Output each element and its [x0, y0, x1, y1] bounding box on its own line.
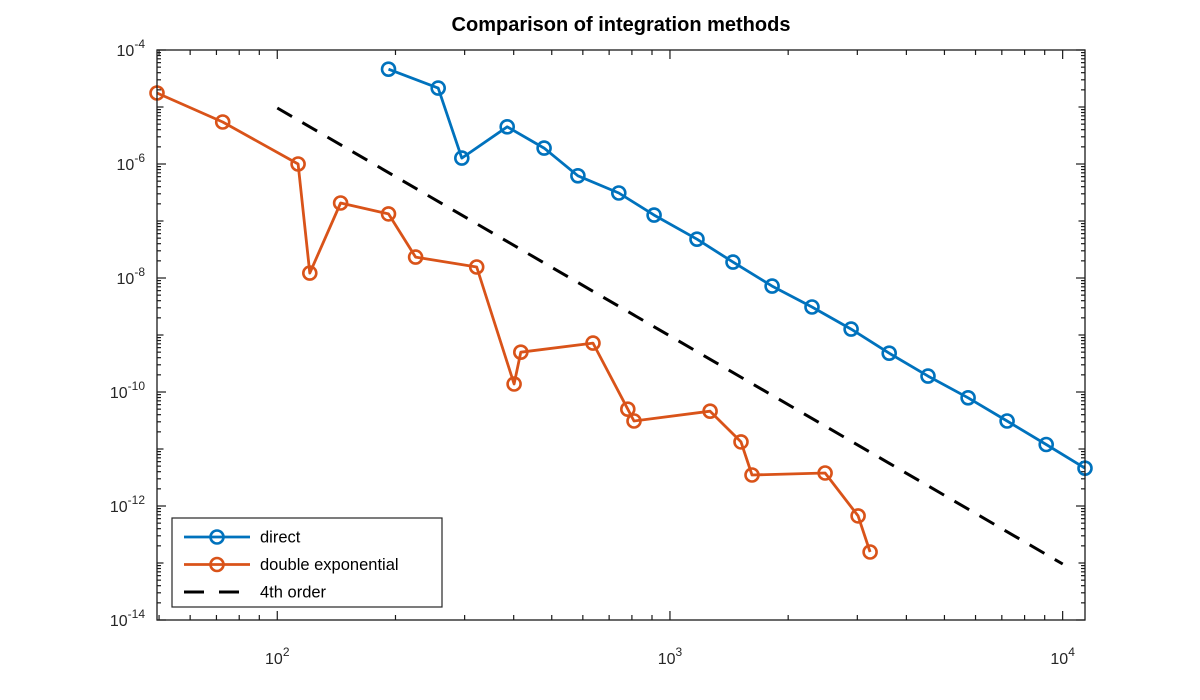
series-marker-direct — [920, 368, 936, 384]
series-marker-direct — [999, 413, 1015, 429]
series-marker-direct — [570, 168, 586, 184]
series-line-direct — [388, 67, 1086, 470]
series-marker-direct — [430, 80, 447, 96]
series-marker-double-exponential — [407, 249, 424, 265]
axes-box — [156, 49, 1086, 621]
series-marker-double-exponential — [332, 195, 349, 211]
series-line-4th-order — [276, 106, 1064, 566]
legend-sample-marker-double-exponential — [209, 556, 225, 573]
series-marker-double-exponential — [468, 259, 485, 275]
series-marker-double-exponential — [862, 544, 878, 560]
y-tick-label: 10-12 — [110, 493, 145, 516]
series-marker-double-exponential — [626, 413, 642, 429]
series-marker-double-exponential — [512, 344, 529, 361]
series-marker-double-exponential — [290, 156, 306, 172]
series-marker-double-exponential — [506, 376, 522, 392]
series-marker-direct — [881, 345, 898, 362]
y-tick-label: 10-4 — [117, 37, 146, 60]
series-marker-direct — [689, 231, 705, 247]
legend-sample-marker-direct — [209, 529, 225, 545]
legend-label-double-exponential: double exponential — [260, 556, 399, 574]
series-marker-direct — [804, 299, 820, 315]
series-line-double-exponential — [156, 91, 872, 553]
y-tick-label: 10-14 — [110, 607, 145, 630]
y-tick-label: 10-8 — [117, 265, 146, 288]
series-marker-direct — [536, 140, 552, 156]
series-marker-direct — [453, 150, 470, 166]
y-tick-label: 10-6 — [117, 151, 146, 174]
series-marker-direct — [843, 321, 859, 337]
chart-title: Comparison of integration methods — [451, 14, 791, 36]
y-tick-label: 10-10 — [110, 379, 145, 402]
series-marker-direct — [764, 278, 780, 294]
series-marker-direct — [646, 207, 662, 223]
series-marker-double-exponential — [850, 508, 866, 524]
series-marker-double-exponential — [380, 206, 397, 222]
series-marker-double-exponential — [733, 434, 749, 450]
legend-box — [171, 517, 443, 608]
x-tick-label: 102 — [265, 645, 290, 668]
series-marker-direct — [1038, 436, 1054, 453]
series-marker-double-exponential — [619, 401, 636, 418]
series-marker-direct — [380, 61, 397, 77]
series-marker-double-exponential — [744, 467, 760, 483]
legend-label-4th-order: 4th order — [260, 584, 327, 602]
x-tick-label: 104 — [1050, 645, 1075, 668]
series-marker-double-exponential — [301, 265, 318, 281]
series-marker-double-exponential — [214, 114, 231, 130]
series-marker-double-exponential — [817, 465, 833, 481]
series-marker-direct — [960, 389, 976, 406]
series-marker-direct — [610, 185, 627, 201]
series-marker-double-exponential — [585, 335, 601, 351]
series-marker-direct — [499, 119, 516, 135]
series-marker-direct — [725, 254, 741, 270]
legend-label-direct: direct — [260, 529, 301, 547]
x-tick-label: 103 — [658, 645, 683, 668]
series-marker-double-exponential — [702, 403, 718, 420]
